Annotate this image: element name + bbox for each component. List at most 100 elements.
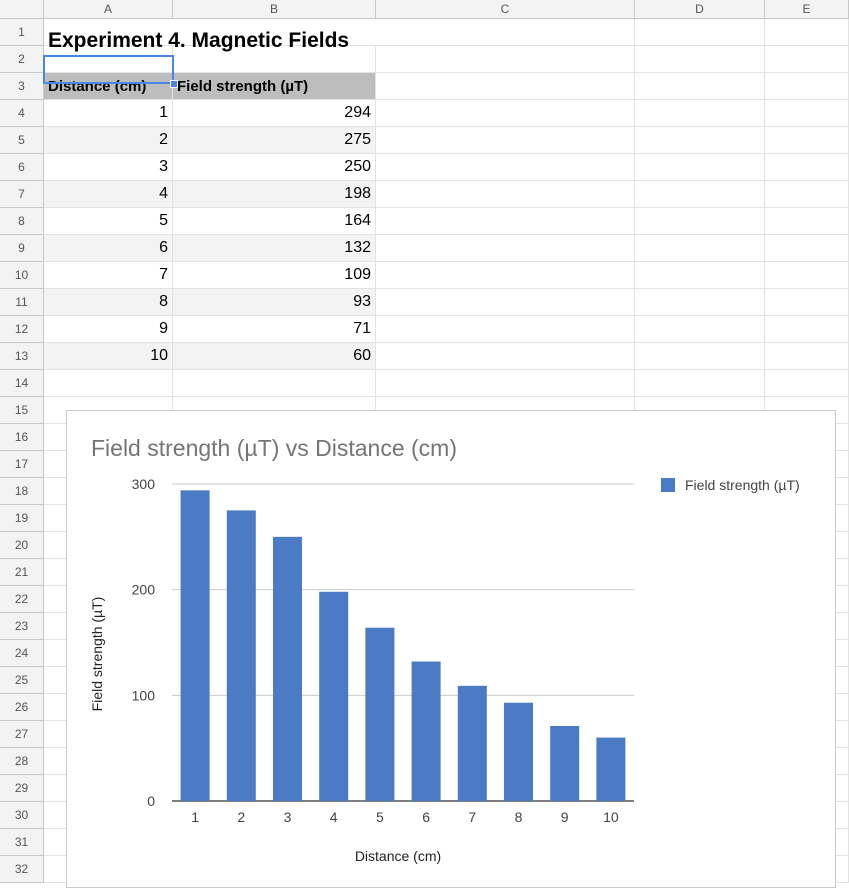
cell-c11[interactable] — [376, 289, 635, 316]
cell-c7[interactable] — [376, 181, 635, 208]
cell-d1[interactable] — [635, 19, 765, 46]
row-header-31[interactable]: 31 — [0, 829, 44, 856]
cell-c9[interactable] — [376, 235, 635, 262]
cell-c13[interactable] — [376, 343, 635, 370]
field-strength-value[interactable]: 132 — [173, 235, 376, 262]
distance-value[interactable]: 9 — [44, 316, 173, 343]
cell-e1[interactable] — [765, 19, 849, 46]
cell-e6[interactable] — [765, 154, 849, 181]
row-header-10[interactable]: 10 — [0, 262, 44, 289]
cell-c14[interactable] — [376, 370, 635, 397]
row-header-28[interactable]: 28 — [0, 748, 44, 775]
cell-c5[interactable] — [376, 127, 635, 154]
field-strength-value[interactable]: 60 — [173, 343, 376, 370]
cell-d5[interactable] — [635, 127, 765, 154]
bar-distance-8[interactable] — [504, 702, 533, 801]
row-header-3[interactable]: 3 — [0, 73, 44, 100]
row-header-25[interactable]: 25 — [0, 667, 44, 694]
select-all-corner[interactable] — [0, 0, 44, 19]
distance-value[interactable]: 1 — [44, 100, 173, 127]
column-header-c[interactable]: C — [376, 0, 635, 19]
cell-d4[interactable] — [635, 100, 765, 127]
bar-distance-10[interactable] — [596, 737, 626, 801]
row-header-11[interactable]: 11 — [0, 289, 44, 316]
cell-e8[interactable] — [765, 208, 849, 235]
field-strength-value[interactable]: 250 — [173, 154, 376, 181]
row-header-12[interactable]: 12 — [0, 316, 44, 343]
cell-d2[interactable] — [635, 46, 765, 73]
row-header-24[interactable]: 24 — [0, 640, 44, 667]
cell-c10[interactable] — [376, 262, 635, 289]
field-strength-value[interactable]: 198 — [173, 181, 376, 208]
distance-value[interactable]: 7 — [44, 262, 173, 289]
row-header-8[interactable]: 8 — [0, 208, 44, 235]
row-header-6[interactable]: 6 — [0, 154, 44, 181]
bar-distance-6[interactable] — [411, 661, 441, 801]
cell-d3[interactable] — [635, 73, 765, 100]
header-field-strength[interactable]: Field strength (µT) — [173, 73, 376, 100]
distance-value[interactable]: 8 — [44, 289, 173, 316]
row-header-20[interactable]: 20 — [0, 532, 44, 559]
column-header-d[interactable]: D — [635, 0, 765, 19]
row-header-5[interactable]: 5 — [0, 127, 44, 154]
cell-e12[interactable] — [765, 316, 849, 343]
cell-e7[interactable] — [765, 181, 849, 208]
row-header-22[interactable]: 22 — [0, 586, 44, 613]
cell-e13[interactable] — [765, 343, 849, 370]
cell-d6[interactable] — [635, 154, 765, 181]
cell-d7[interactable] — [635, 181, 765, 208]
cell-e4[interactable] — [765, 100, 849, 127]
cell-e10[interactable] — [765, 262, 849, 289]
row-header-9[interactable]: 9 — [0, 235, 44, 262]
row-header-18[interactable]: 18 — [0, 478, 44, 505]
field-strength-value[interactable]: 71 — [173, 316, 376, 343]
row-header-27[interactable]: 27 — [0, 721, 44, 748]
cell-c4[interactable] — [376, 100, 635, 127]
sheet-title-cell[interactable]: Experiment 4. Magnetic Fields — [48, 28, 350, 52]
cell-d9[interactable] — [635, 235, 765, 262]
column-header-b[interactable]: B — [173, 0, 376, 19]
field-strength-value[interactable]: 294 — [173, 100, 376, 127]
row-header-13[interactable]: 13 — [0, 343, 44, 370]
row-header-7[interactable]: 7 — [0, 181, 44, 208]
distance-value[interactable]: 10 — [44, 343, 173, 370]
cell-d8[interactable] — [635, 208, 765, 235]
row-header-21[interactable]: 21 — [0, 559, 44, 586]
field-strength-value[interactable]: 275 — [173, 127, 376, 154]
row-header-32[interactable]: 32 — [0, 856, 44, 883]
cell-c3[interactable] — [376, 73, 635, 100]
cell-d11[interactable] — [635, 289, 765, 316]
row-header-19[interactable]: 19 — [0, 505, 44, 532]
cell-e5[interactable] — [765, 127, 849, 154]
column-header-a[interactable]: A — [44, 0, 173, 19]
cell-c12[interactable] — [376, 316, 635, 343]
bar-distance-7[interactable] — [457, 685, 487, 801]
row-header-23[interactable]: 23 — [0, 613, 44, 640]
cell-d10[interactable] — [635, 262, 765, 289]
row-header-2[interactable]: 2 — [0, 46, 44, 73]
cell-e9[interactable] — [765, 235, 849, 262]
cell-c1[interactable] — [376, 19, 635, 46]
cell-b1[interactable] — [173, 19, 376, 46]
row-header-15[interactable]: 15 — [0, 397, 44, 424]
distance-value[interactable]: 2 — [44, 127, 173, 154]
distance-value[interactable]: 6 — [44, 235, 173, 262]
field-strength-value[interactable]: 109 — [173, 262, 376, 289]
row-header-1[interactable]: 1 — [0, 19, 44, 46]
bar-distance-3[interactable] — [273, 536, 302, 801]
cell-c6[interactable] — [376, 154, 635, 181]
cell-d13[interactable] — [635, 343, 765, 370]
cell-c8[interactable] — [376, 208, 635, 235]
bar-distance-1[interactable] — [180, 490, 210, 801]
header-distance[interactable]: Distance (cm) — [44, 73, 173, 100]
cell-b2[interactable] — [173, 46, 376, 73]
distance-value[interactable]: 4 — [44, 181, 173, 208]
row-header-26[interactable]: 26 — [0, 694, 44, 721]
cell-e2[interactable] — [765, 46, 849, 73]
bar-distance-4[interactable] — [319, 591, 349, 801]
distance-value[interactable]: 3 — [44, 154, 173, 181]
row-header-30[interactable]: 30 — [0, 802, 44, 829]
row-header-14[interactable]: 14 — [0, 370, 44, 397]
bar-distance-2[interactable] — [226, 510, 256, 801]
row-header-16[interactable]: 16 — [0, 424, 44, 451]
